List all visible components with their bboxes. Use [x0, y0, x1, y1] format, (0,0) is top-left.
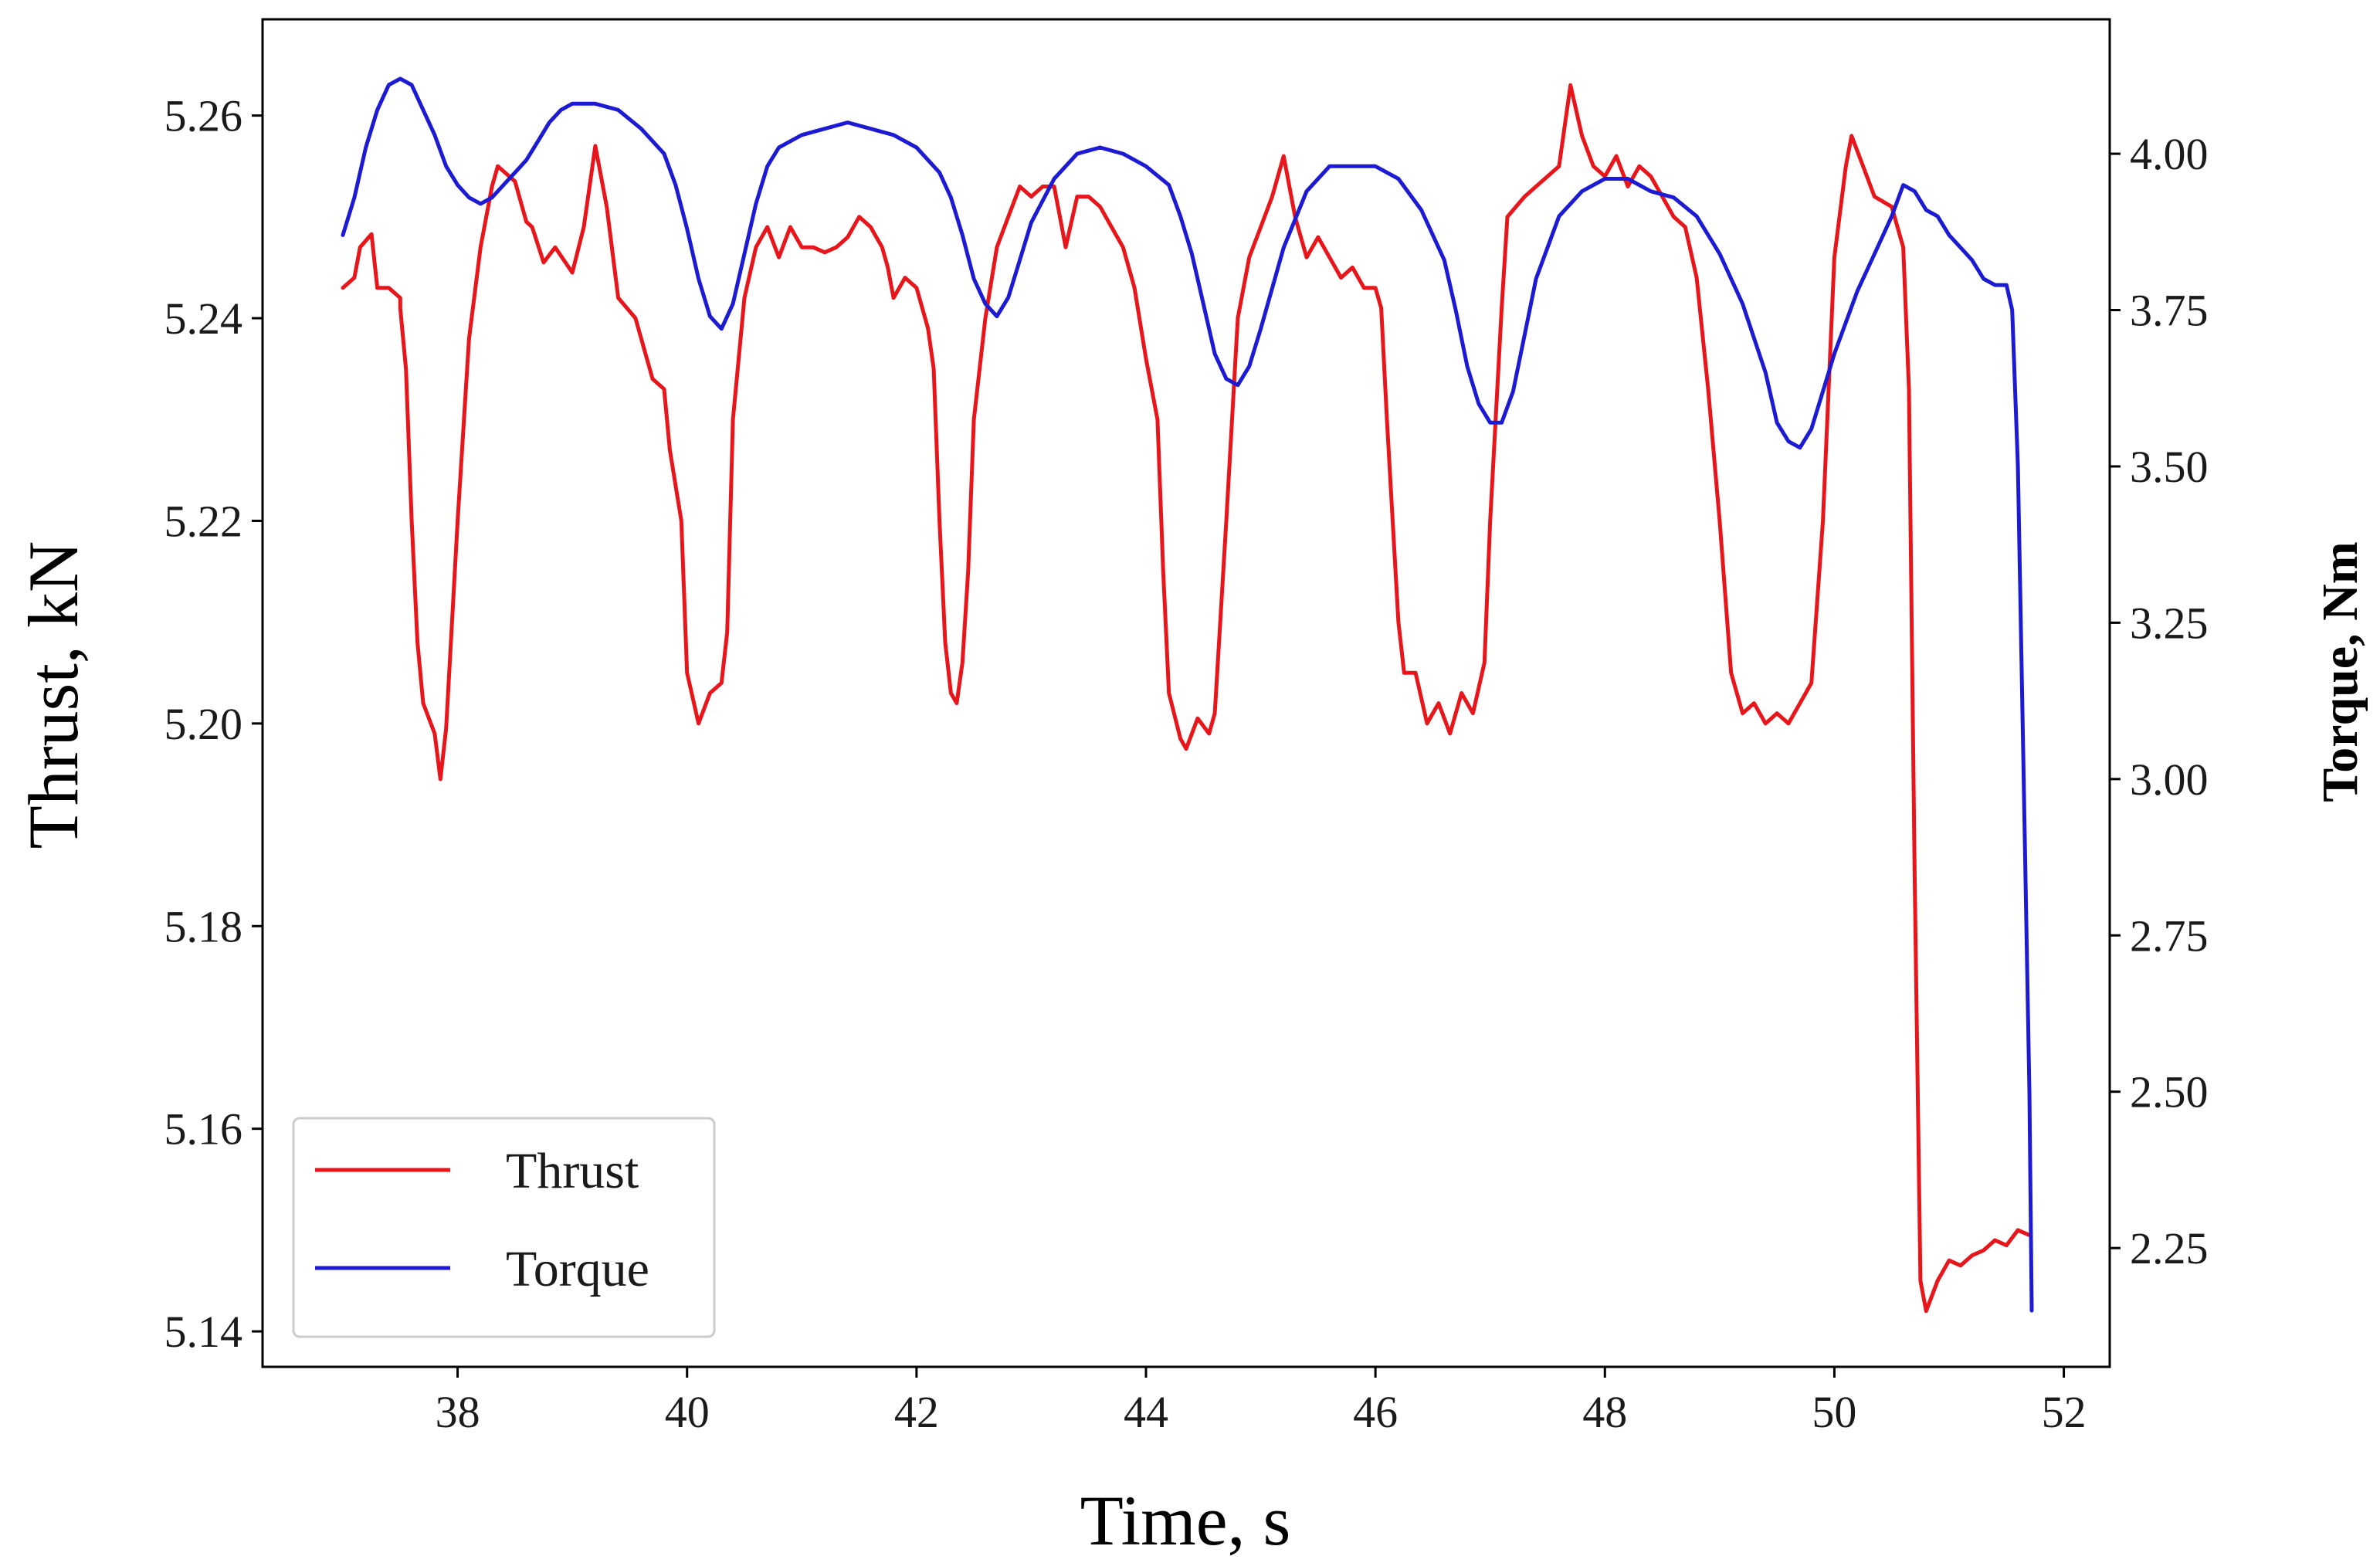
x-tick-label: 52 — [2042, 1387, 2087, 1437]
y-right-tick-label: 3.50 — [2130, 442, 2209, 492]
series-line-torque — [341, 76, 2034, 1313]
y-left-tick-label: 5.16 — [164, 1104, 243, 1154]
y-axis-left-title: Thrust, kN — [14, 541, 93, 849]
series-line-thrust — [341, 83, 2032, 1314]
x-axis-ticks: 38 40 42 44 46 48 50 52 — [436, 1367, 2087, 1437]
legend-label-thrust: Thrust — [506, 1143, 639, 1199]
y-left-tick-label: 5.20 — [164, 699, 243, 749]
x-tick-label: 44 — [1124, 1387, 1168, 1437]
y-left-tick-label: 5.24 — [164, 293, 243, 344]
x-tick-label: 48 — [1582, 1387, 1627, 1437]
y-axis-right-title: Torque, Nm — [2312, 541, 2368, 802]
legend-box — [292, 1117, 716, 1338]
legend-label-torque: Torque — [506, 1241, 649, 1297]
y-right-tick-label: 2.75 — [2130, 910, 2209, 961]
y-right-tick-label: 2.50 — [2130, 1067, 2209, 1117]
y-left-tick-label: 5.14 — [164, 1307, 243, 1357]
y-right-tick-label: 2.25 — [2130, 1223, 2209, 1273]
y-right-tick-label: 4.00 — [2130, 129, 2209, 179]
x-tick-label: 42 — [894, 1387, 939, 1437]
y-left-tick-label: 5.26 — [164, 91, 243, 141]
y-right-tick-label: 3.00 — [2130, 754, 2209, 805]
x-tick-label: 46 — [1353, 1387, 1398, 1437]
plot-frame — [261, 18, 2111, 1368]
y-axis-left-ticks: 5.14 5.16 5.18 5.20 5.22 5.24 5.26 — [164, 91, 263, 1357]
y-axis-right-ticks: 2.25 2.50 2.75 3.00 3.25 3.50 3.75 4.00 — [2110, 129, 2209, 1273]
y-left-tick-label: 5.18 — [164, 901, 243, 951]
series-layer — [341, 76, 2034, 1314]
x-tick-label: 40 — [665, 1387, 710, 1437]
legend: Thrust Torque — [292, 1117, 716, 1338]
y-right-tick-label: 3.75 — [2130, 286, 2209, 336]
x-tick-label: 50 — [1812, 1387, 1856, 1437]
x-tick-label: 38 — [436, 1387, 480, 1437]
x-axis-title: Time, s — [1080, 1481, 1291, 1560]
y-left-tick-label: 5.22 — [164, 496, 243, 546]
y-right-tick-label: 3.25 — [2130, 598, 2209, 648]
